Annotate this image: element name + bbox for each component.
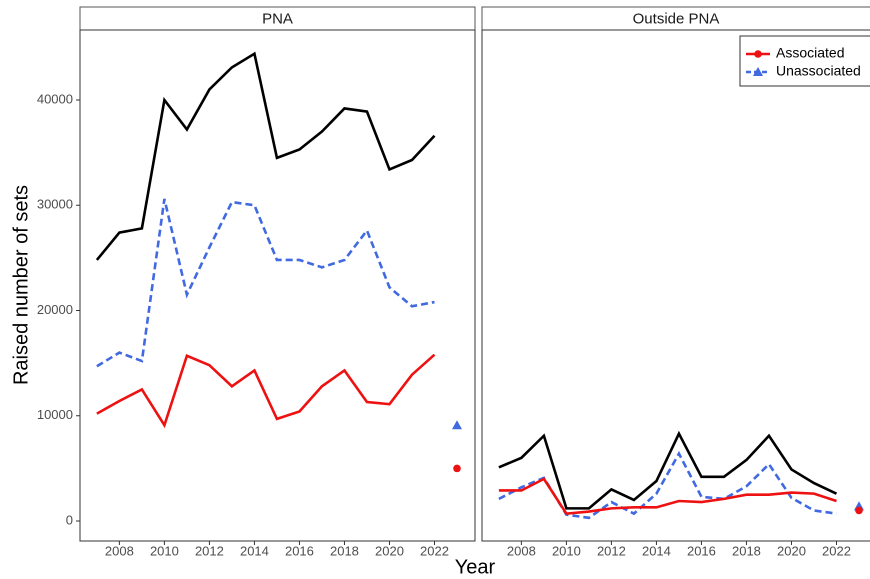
- marker: [855, 506, 863, 515]
- x-tick-label: 2014: [642, 543, 671, 558]
- legend-box: [739, 35, 870, 87]
- marker: [453, 464, 461, 473]
- series-line: [96, 353, 436, 429]
- y-tick-label: 20000: [37, 302, 73, 317]
- y-tick-label: 30000: [37, 197, 73, 212]
- legend: Associated Unassociated: [739, 35, 870, 87]
- y-tick-label: 10000: [37, 407, 73, 422]
- x-tick-label: 2020: [375, 543, 404, 558]
- x-tick-label: 2018: [330, 543, 359, 558]
- y-tick-label: 0: [66, 512, 73, 527]
- x-tick-label: 2014: [240, 543, 269, 558]
- panel-border: [481, 29, 870, 542]
- panel-border: [79, 29, 476, 542]
- series-line: [95, 51, 436, 261]
- strip-label: PNA: [262, 10, 293, 27]
- x-tick-label: 2016: [687, 543, 716, 558]
- series-line: [498, 477, 837, 516]
- x-tick-label: 2018: [732, 543, 761, 558]
- y-axis-title: Raised number of sets: [10, 185, 32, 385]
- x-axis-title: Year: [455, 556, 496, 578]
- strip-label: Outside PNA: [633, 10, 720, 27]
- x-tick-label: 2010: [150, 543, 179, 558]
- x-tick-label: 2008: [105, 543, 134, 558]
- x-tick-label: 2010: [552, 543, 581, 558]
- x-tick-label: 2012: [195, 543, 224, 558]
- x-tick-label: 2022: [822, 543, 851, 558]
- x-tick-label: 2022: [420, 543, 449, 558]
- x-tick-label: 2008: [507, 543, 536, 558]
- marker: [451, 420, 462, 430]
- legend-key-marker: [753, 67, 763, 76]
- legend-label: Associated: [776, 45, 844, 61]
- legend-key-marker: [754, 50, 762, 58]
- y-tick-label: 40000: [37, 91, 73, 106]
- x-tick-label: 2016: [285, 543, 314, 558]
- x-tick-label: 2012: [597, 543, 626, 558]
- series-line: [96, 198, 435, 368]
- series-line: [498, 430, 838, 510]
- legend-label: Unassociated: [776, 63, 861, 79]
- x-tick-label: 2020: [777, 543, 806, 558]
